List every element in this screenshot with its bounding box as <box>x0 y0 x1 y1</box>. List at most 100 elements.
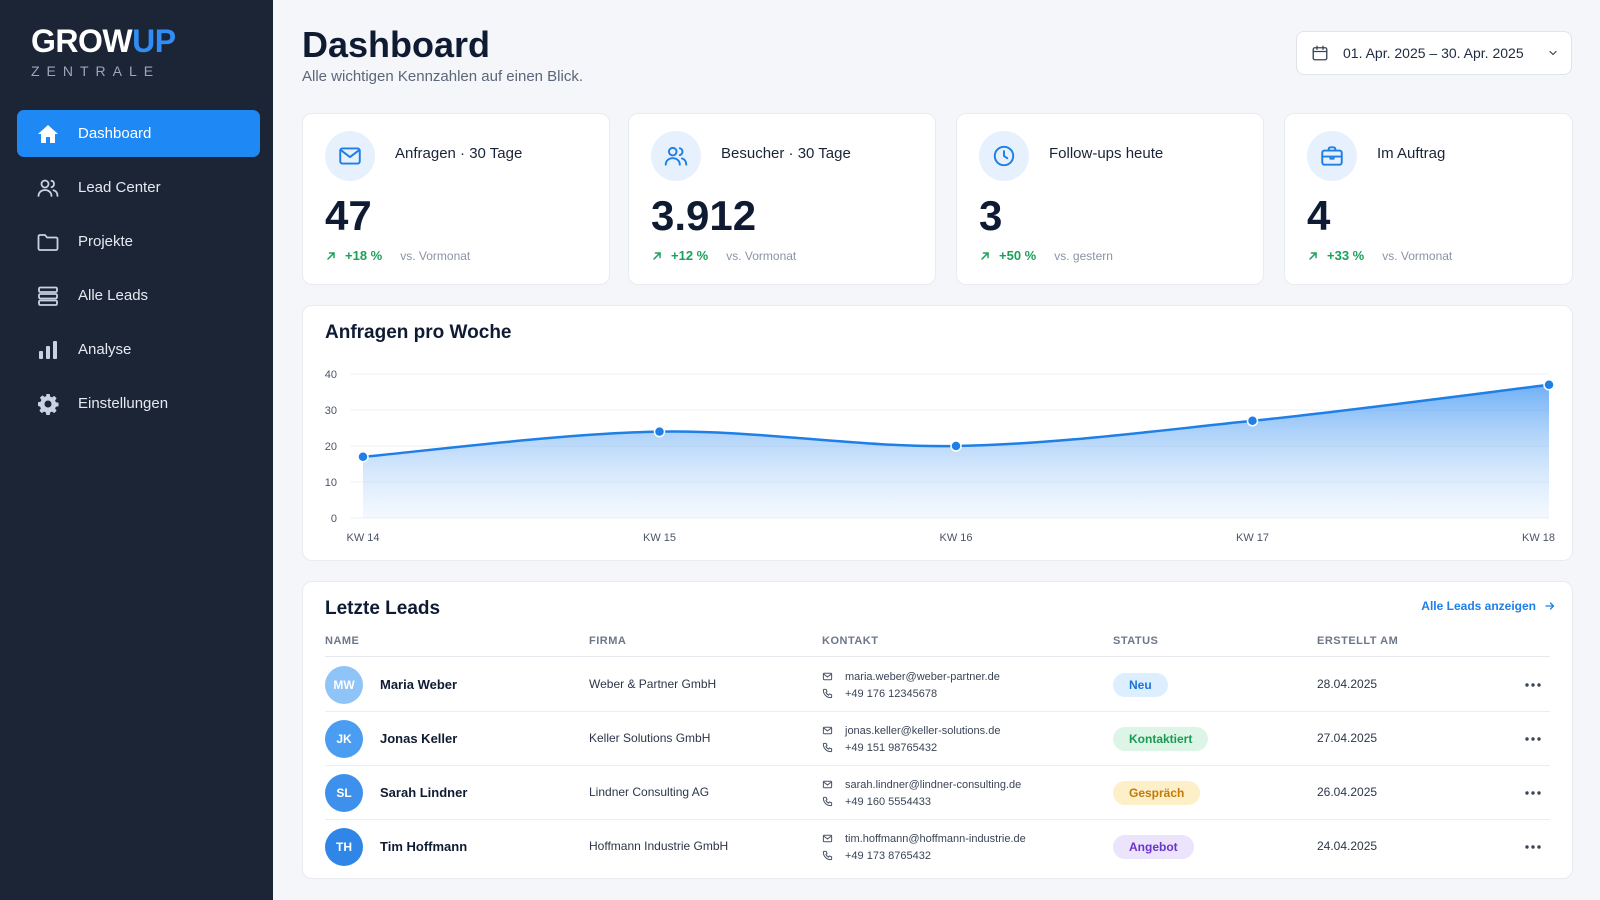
arrow-right-icon <box>1545 602 1555 610</box>
row-actions-button[interactable] <box>1520 726 1546 752</box>
avatar: SL <box>325 774 363 812</box>
y-tick-label: 30 <box>325 405 337 417</box>
column-header-name[interactable]: NAME <box>325 635 360 647</box>
sidebar-item-label: Alle Leads <box>78 287 149 304</box>
phone-icon <box>822 796 833 807</box>
table-row[interactable]: MW Maria Weber Weber & Partner GmbH maria.w… <box>325 658 1550 712</box>
briefcase-icon <box>1307 131 1357 181</box>
mail-icon <box>822 834 833 843</box>
lead-contact: sarah.lindner@lindner-consulting.de +49 1… <box>822 776 1021 810</box>
area-chart: 0 10 20 30 40 KW 14 KW 15 KW 16 KW 17 KW 18 <box>325 369 1555 544</box>
kpi-card-follow-ups[interactable]: Follow-ups heute 3 +50 % vs. gestern <box>956 113 1264 285</box>
sidebar-item-lead-center[interactable]: Lead Center <box>17 164 260 211</box>
avatar: JK <box>325 720 363 758</box>
table-row[interactable]: JK Jonas Keller Keller Solutions GmbH jonas… <box>325 712 1550 766</box>
calendar-icon <box>1312 45 1328 61</box>
row-actions-button[interactable] <box>1520 834 1546 860</box>
brand-name-part1: GROW <box>31 23 133 59</box>
sidebar-item-analyse[interactable]: Analyse <box>17 326 260 373</box>
data-point[interactable] <box>1543 379 1555 391</box>
sidebar-item-dashboard[interactable]: Dashboard <box>17 110 260 157</box>
kpi-trend: +12 % vs. Vormonat <box>651 248 796 263</box>
lead-phone[interactable]: +49 160 5554433 <box>845 795 931 808</box>
lead-contact: maria.weber@weber-partner.de +49 176 1234… <box>822 668 1000 702</box>
lead-contact: tim.hoffmann@hoffmann-industrie.de +49 17… <box>822 830 1026 864</box>
sidebar-item-label: Projekte <box>78 233 134 250</box>
view-all-leads-link[interactable]: Alle Leads anzeigen <box>1421 599 1556 613</box>
kpi-delta: +12 % <box>671 248 709 263</box>
kpi-reference: vs. gestern <box>1054 248 1113 263</box>
more-options-icon <box>1525 845 1541 849</box>
lead-phone[interactable]: +49 173 8765432 <box>845 849 931 862</box>
y-tick-label: 10 <box>325 477 337 489</box>
x-tick-label: KW 17 <box>1236 532 1269 544</box>
lead-phone[interactable]: +49 176 12345678 <box>845 687 938 700</box>
column-header-erstellt-am[interactable]: ERSTELLT AM <box>1317 635 1399 647</box>
more-options-icon <box>1525 737 1541 741</box>
leads-card: Letzte Leads Alle Leads anzeigen NAME FI… <box>302 581 1573 879</box>
kpi-reference: vs. Vormonat <box>726 248 797 263</box>
kpi-card-anfragen[interactable]: Anfragen · 30 Tage 47 +18 % vs. Vormonat <box>302 113 610 285</box>
sidebar-item-label: Analyse <box>78 341 132 358</box>
lead-name: Jonas Keller <box>380 731 458 746</box>
kpi-card-im-auftrag[interactable]: Im Auftrag 4 +33 % vs. Vormonat <box>1284 113 1573 285</box>
x-tick-label: KW 18 <box>1522 532 1555 544</box>
folder-icon <box>35 229 61 255</box>
sidebar-item-label: Dashboard <box>78 125 152 142</box>
chart-card-anfragen-pro-woche: Anfragen pro Woche 0 10 20 30 40 KW 14 KW 15 KW… <box>302 305 1573 561</box>
row-actions-button[interactable] <box>1520 672 1546 698</box>
phone-icon <box>822 742 833 753</box>
table-header-divider <box>325 656 1550 657</box>
mail-icon <box>822 780 833 789</box>
lead-phone[interactable]: +49 151 98765432 <box>845 741 938 754</box>
data-point[interactable] <box>950 440 962 452</box>
status-badge: Neu <box>1113 673 1168 697</box>
brand-subtitle: ZENTRALE <box>31 63 161 79</box>
trend-up-icon <box>1309 251 1317 260</box>
lead-contact: jonas.keller@keller-solutions.de +49 151 … <box>822 722 1000 756</box>
mail-icon <box>325 131 375 181</box>
view-all-leads-label: Alle Leads anzeigen <box>1421 599 1536 613</box>
data-point[interactable] <box>1246 415 1259 427</box>
column-header-kontakt[interactable]: KONTAKT <box>822 635 879 647</box>
column-header-status[interactable]: STATUS <box>1113 635 1159 647</box>
y-tick-label: 20 <box>325 441 337 453</box>
kpi-trend: +18 % vs. Vormonat <box>325 248 470 263</box>
lead-email[interactable]: tim.hoffmann@hoffmann-industrie.de <box>845 832 1026 845</box>
brand-logo[interactable]: GROWUP ZENTRALE <box>31 24 176 79</box>
lead-email[interactable]: maria.weber@weber-partner.de <box>845 670 1000 683</box>
kpi-value: 3.912 <box>651 192 757 239</box>
trend-up-icon <box>327 251 335 260</box>
sidebar-item-einstellungen[interactable]: Einstellungen <box>17 380 260 427</box>
kpi-delta: +33 % <box>1327 248 1365 263</box>
more-options-icon <box>1525 791 1541 795</box>
lead-firm: Keller Solutions GmbH <box>589 731 711 745</box>
status-badge: Gespräch <box>1113 781 1201 805</box>
date-range-picker[interactable]: 01. Apr. 2025 – 30. Apr. 2025 <box>1296 31 1572 75</box>
gear-icon <box>35 391 61 417</box>
data-point[interactable] <box>653 425 666 438</box>
lead-firm: Hoffmann Industrie GmbH <box>589 839 729 853</box>
mail-icon <box>822 672 833 681</box>
kpi-label: Follow-ups heute <box>1049 145 1164 162</box>
table-row[interactable]: SL Sarah Lindner Lindner Consulting AG sara… <box>325 766 1550 820</box>
sidebar-item-projekte[interactable]: Projekte <box>17 218 260 265</box>
lead-email[interactable]: jonas.keller@keller-solutions.de <box>845 724 1001 737</box>
clock-icon <box>979 131 1029 181</box>
date-range-value: 01. Apr. 2025 – 30. Apr. 2025 <box>1343 45 1524 61</box>
kpi-card-besucher[interactable]: Besucher · 30 Tage 3.912 +12 % vs. Vormo… <box>628 113 936 285</box>
row-actions-button[interactable] <box>1520 780 1546 806</box>
column-header-firma[interactable]: FIRMA <box>589 635 627 647</box>
kpi-value: 47 <box>325 192 372 239</box>
users-icon <box>35 175 61 201</box>
y-tick-label: 40 <box>325 369 337 381</box>
sidebar-item-label: Lead Center <box>78 179 161 196</box>
data-point[interactable] <box>357 451 369 463</box>
table-row[interactable]: TH Tim Hoffmann Hoffmann Industrie GmbH tim… <box>325 820 1550 874</box>
sidebar-item-alle-leads[interactable]: Alle Leads <box>17 272 260 319</box>
y-tick-label: 0 <box>331 513 337 525</box>
mail-icon <box>822 726 833 735</box>
phone-icon <box>822 850 833 861</box>
lead-name: Maria Weber <box>380 677 458 692</box>
lead-email[interactable]: sarah.lindner@lindner-consulting.de <box>845 778 1022 791</box>
